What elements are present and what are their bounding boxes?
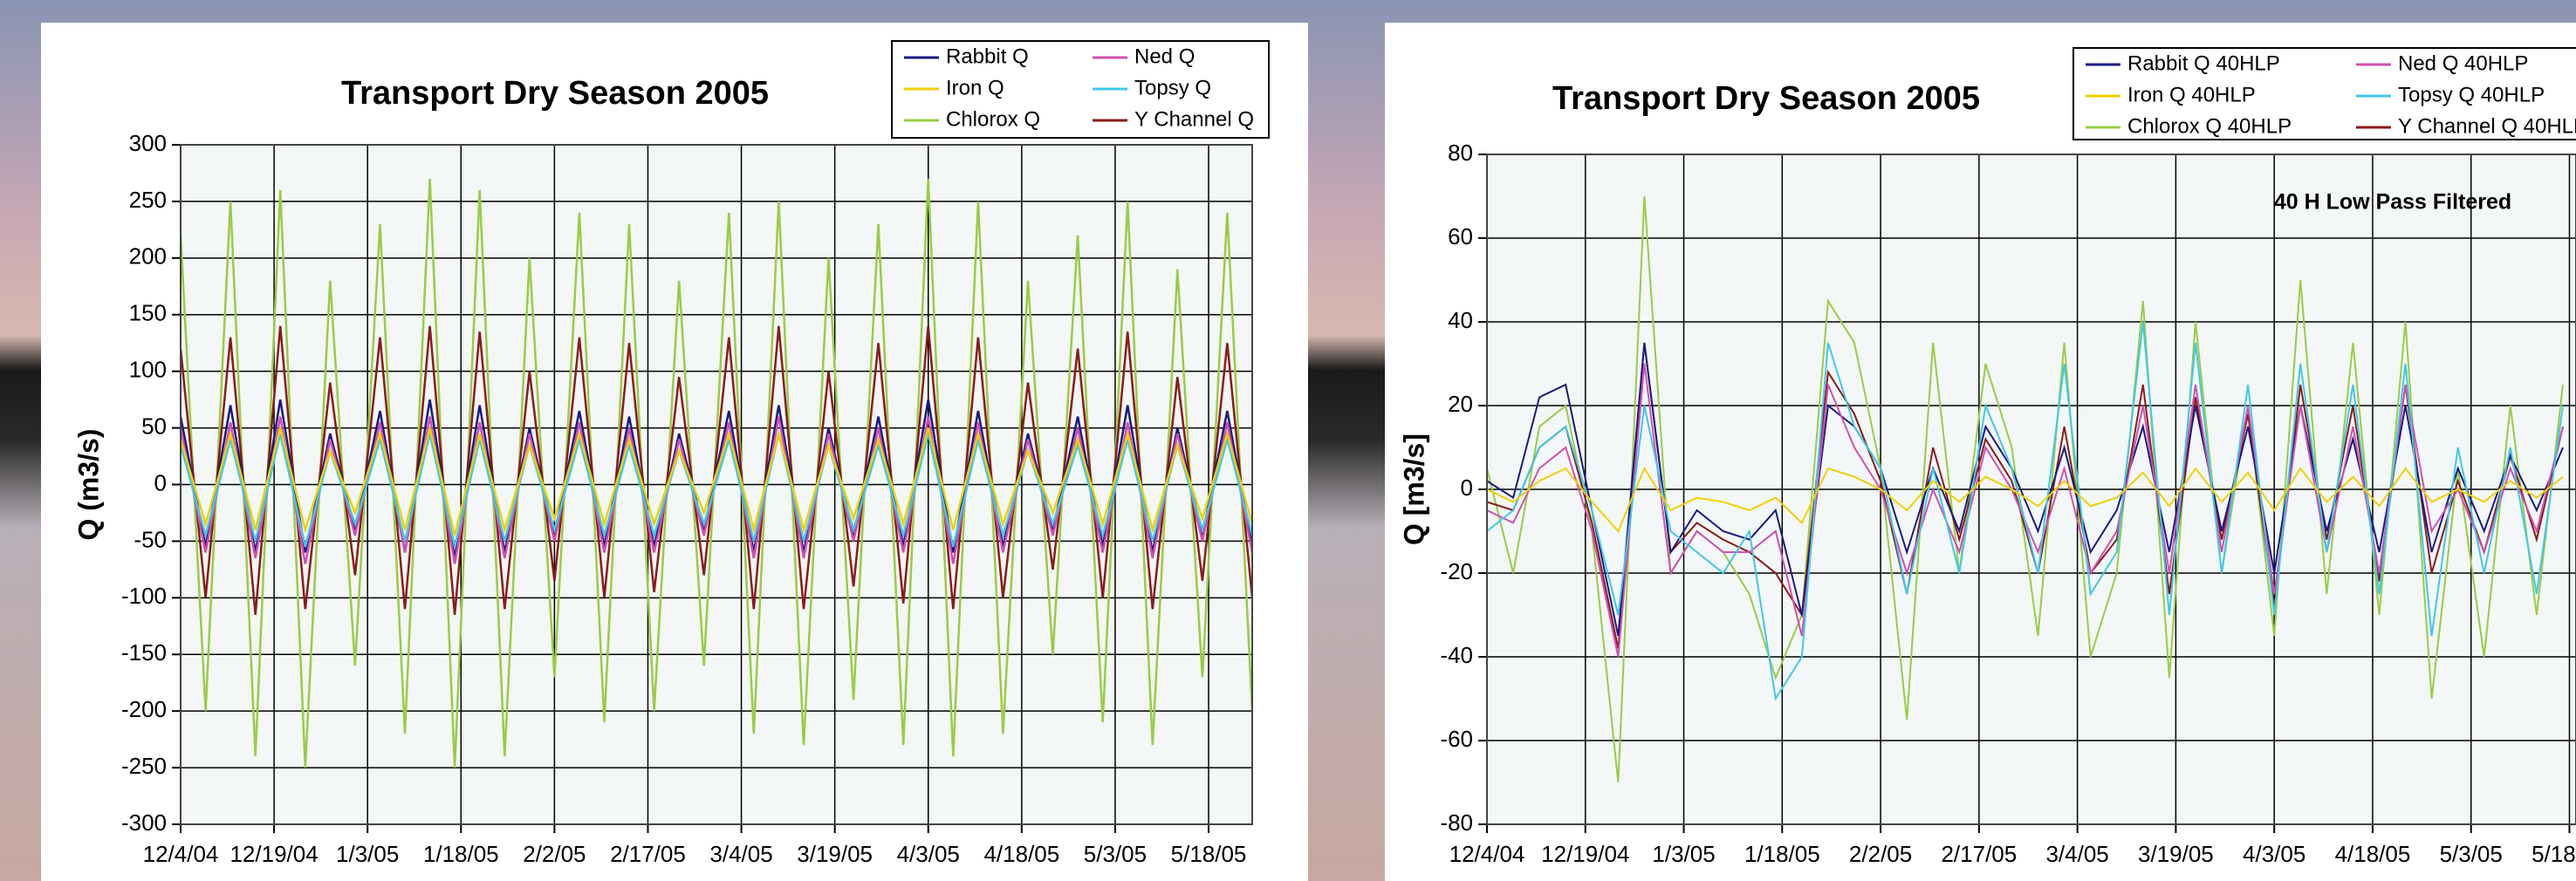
y-tick-label: 60 — [1448, 223, 1473, 249]
y-tick-label: -250 — [121, 753, 167, 779]
chart-title: Transport Dry Season 2005 — [1552, 80, 1980, 117]
x-tick-label: 3/19/05 — [797, 841, 873, 867]
legend-label: Iron Q — [946, 76, 1004, 99]
y-tick-label: 300 — [129, 130, 167, 156]
series-line — [181, 178, 1252, 768]
y-tick-label: 50 — [141, 413, 167, 439]
legend-label: Chlorox Q 40HLP — [2127, 114, 2292, 138]
x-tick-label: 12/19/04 — [1541, 841, 1629, 867]
y-tick-label: 20 — [1448, 391, 1473, 417]
legend-box — [2072, 47, 2576, 140]
legend-label: Y Channel Q 40HLP — [2398, 114, 2576, 138]
x-tick-label: 5/18/05 — [1171, 841, 1247, 867]
y-axis-label: Q [m3/s] — [1398, 434, 1429, 545]
x-tick-label: 3/4/05 — [2045, 841, 2108, 867]
series-line — [181, 325, 1252, 615]
chart-title: Transport Dry Season 2005 — [341, 75, 769, 112]
y-tick-label: 150 — [129, 300, 167, 326]
legend-label: Ned Q — [1134, 44, 1195, 68]
x-tick-label: 1/18/05 — [423, 841, 499, 867]
series-line — [1487, 466, 2564, 533]
y-tick-label: 250 — [129, 187, 167, 213]
series-line — [1487, 342, 2564, 637]
y-tick-label: -50 — [134, 526, 167, 552]
x-tick-label: 3/4/05 — [709, 841, 772, 867]
x-tick-label: 4/18/05 — [2335, 841, 2411, 867]
x-tick-label: 12/19/04 — [230, 841, 318, 867]
x-tick-label: 2/2/05 — [1849, 841, 1912, 867]
y-tick-label: -100 — [121, 583, 167, 609]
legend-label: Y Channel Q — [1134, 107, 1254, 131]
y-tick-label: -150 — [121, 639, 167, 666]
annotation: 40 H Low Pass Filtered — [2274, 190, 2511, 215]
y-tick-label: 100 — [129, 357, 167, 383]
y-tick-label: 40 — [1448, 307, 1473, 333]
x-tick-label: 4/3/05 — [2243, 841, 2305, 867]
y-tick-label: 0 — [1461, 475, 1473, 501]
legend-label: Topsy Q 40HLP — [2398, 83, 2545, 106]
series-group — [181, 178, 1252, 768]
y-tick-label: -40 — [1440, 642, 1473, 668]
legend-label: Rabbit Q — [946, 44, 1029, 68]
legend-label: Iron Q 40HLP — [2127, 83, 2256, 106]
x-tick-label: 3/19/05 — [2138, 841, 2214, 867]
x-tick-label: 2/2/05 — [523, 841, 586, 867]
series-line — [181, 427, 1252, 536]
x-tick-label: 12/4/04 — [1449, 841, 1525, 867]
x-tick-label: 1/3/05 — [336, 841, 399, 867]
legend-label: Ned Q 40HLP — [2398, 51, 2528, 75]
y-tick-label: -20 — [1440, 558, 1473, 584]
legend-label: Topsy Q — [1134, 76, 1211, 99]
x-tick-label: 12/4/04 — [143, 841, 219, 867]
series-line — [1487, 321, 2564, 701]
y-tick-label: -300 — [121, 809, 167, 836]
y-tick-label: 80 — [1448, 140, 1473, 166]
x-tick-label: 4/18/05 — [983, 841, 1059, 867]
x-tick-label: 5/18/05 — [2531, 841, 2576, 867]
x-tick-label: 1/18/05 — [1744, 841, 1820, 867]
y-tick-label: 0 — [154, 469, 167, 495]
plot-border — [180, 144, 1253, 825]
y-tick-label: 200 — [129, 243, 167, 270]
y-axis-label: Q (m3/s) — [72, 428, 104, 540]
legend-label: Rabbit Q 40HLP — [2127, 51, 2280, 75]
x-tick-label: 2/17/05 — [1941, 841, 2017, 867]
y-tick-label: -200 — [121, 696, 167, 722]
x-tick-label: 1/3/05 — [1652, 841, 1715, 867]
legend-label: Chlorox Q — [946, 107, 1040, 131]
x-tick-label: 5/3/05 — [1084, 841, 1147, 867]
x-tick-label: 4/3/05 — [897, 841, 960, 867]
y-tick-label: -80 — [1440, 809, 1473, 836]
y-tick-label: -60 — [1440, 726, 1473, 752]
series-line — [181, 433, 1252, 548]
legend-box — [891, 40, 1270, 139]
x-tick-label: 2/17/05 — [610, 841, 686, 867]
x-tick-label: 5/3/05 — [2440, 841, 2503, 867]
plot-border — [1486, 154, 2576, 825]
series-group — [1487, 195, 2564, 783]
